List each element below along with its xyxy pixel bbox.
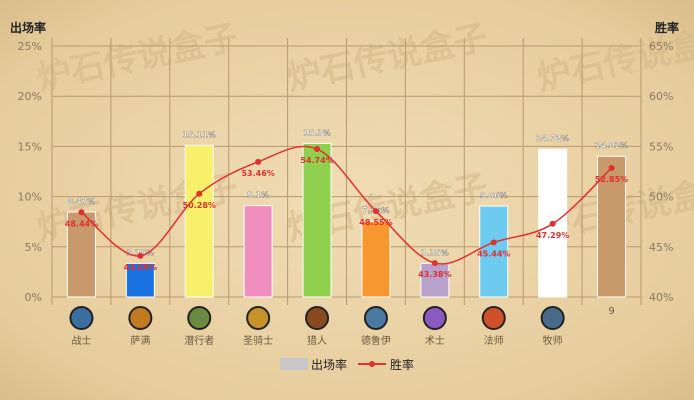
- winrate-label: 45.44%: [477, 249, 510, 258]
- winrate-label: 53.46%: [241, 169, 274, 178]
- category-label: 牧师: [543, 334, 563, 347]
- bar-label: 15.3%: [303, 128, 331, 137]
- bar-label: 9.06%: [480, 191, 508, 200]
- category-label: 术士: [425, 334, 445, 347]
- bar[interactable]: [479, 205, 509, 298]
- winrate-point[interactable]: [490, 239, 497, 246]
- winrate-line: [80, 145, 613, 265]
- category-label: 法师: [484, 334, 504, 347]
- legend-bar-label[interactable]: 出场率: [311, 357, 347, 372]
- category-label: 萨满: [130, 335, 150, 347]
- bar-label: 3.35%: [126, 248, 154, 257]
- bar[interactable]: [243, 205, 273, 298]
- bar-label: 3.35%: [421, 248, 449, 257]
- y-right-tick: 55%: [649, 140, 673, 153]
- category-label: 战士: [71, 334, 91, 347]
- winrate-label: 43.38%: [418, 270, 451, 279]
- winrate-label: 47.29%: [536, 231, 569, 240]
- winrate-point[interactable]: [78, 209, 85, 216]
- y-left-tick: 15%: [18, 140, 42, 153]
- y-left-label: 出场率: [10, 20, 46, 35]
- bar[interactable]: [184, 144, 214, 298]
- paladin-icon: [246, 306, 271, 330]
- winrate-label: 48.55%: [359, 218, 392, 227]
- category-label: 潜行者: [184, 334, 214, 347]
- y-right-tick: 60%: [649, 90, 673, 103]
- y-left-tick: 5%: [25, 241, 42, 254]
- winrate-point[interactable]: [137, 252, 144, 259]
- legend-line-marker: [369, 361, 375, 367]
- druid-icon: [363, 306, 388, 330]
- warlock-icon: [422, 306, 447, 330]
- winrate-label: 54.74%: [300, 156, 333, 165]
- bar-label: 8.47%: [68, 197, 96, 206]
- winrate-label: 48.44%: [65, 219, 98, 228]
- shaman-icon: [128, 306, 153, 330]
- bar[interactable]: [361, 220, 391, 298]
- warrior-icon: [69, 306, 94, 330]
- y-right-tick: 45%: [649, 241, 673, 254]
- y-left-tick: 0%: [25, 291, 42, 304]
- mage-icon: [481, 306, 506, 330]
- winrate-point[interactable]: [549, 220, 556, 227]
- y-right-tick: 40%: [649, 291, 673, 304]
- priest-icon: [540, 306, 565, 330]
- bar-label: 9.1%: [247, 191, 269, 200]
- bar[interactable]: [125, 262, 155, 298]
- bar[interactable]: [420, 262, 450, 298]
- watermark: 炉石传说盒子: [284, 17, 492, 99]
- winrate-point[interactable]: [196, 190, 203, 197]
- y-right-tick: 50%: [649, 191, 673, 204]
- hunter-icon: [305, 306, 330, 330]
- y-left-tick: 25%: [18, 40, 42, 53]
- legend-bar-swatch[interactable]: [280, 358, 308, 370]
- winrate-label: 52.85%: [595, 175, 628, 184]
- category-label: 猎人: [307, 334, 327, 347]
- category-label: 德鲁伊: [361, 334, 391, 347]
- winrate-point[interactable]: [608, 164, 615, 171]
- bar-label: 15.11%: [183, 130, 216, 139]
- category-label: 圣骑士: [243, 334, 273, 347]
- legend-line-label[interactable]: 胜率: [390, 357, 414, 372]
- y-left-tick: 20%: [18, 90, 42, 103]
- watermark: 炉石传说盒子: [34, 17, 242, 99]
- winrate-point[interactable]: [372, 208, 379, 215]
- y-right-label: 胜率: [655, 20, 679, 35]
- y-right-tick: 65%: [649, 40, 673, 53]
- winrate-point[interactable]: [255, 158, 262, 165]
- winrate-label: 44.09%: [124, 263, 157, 272]
- bar-label: 14.02%: [595, 141, 628, 150]
- y-left-tick: 10%: [18, 191, 42, 204]
- bar[interactable]: [597, 155, 627, 298]
- bar[interactable]: [66, 211, 96, 298]
- winrate-point[interactable]: [431, 260, 438, 267]
- winrate-label: 50.28%: [183, 201, 216, 210]
- category-label: 9: [608, 306, 614, 317]
- bar[interactable]: [302, 142, 332, 298]
- rogue-icon: [187, 306, 212, 330]
- bar-label: 14.72%: [536, 134, 569, 143]
- winrate-point[interactable]: [314, 146, 321, 153]
